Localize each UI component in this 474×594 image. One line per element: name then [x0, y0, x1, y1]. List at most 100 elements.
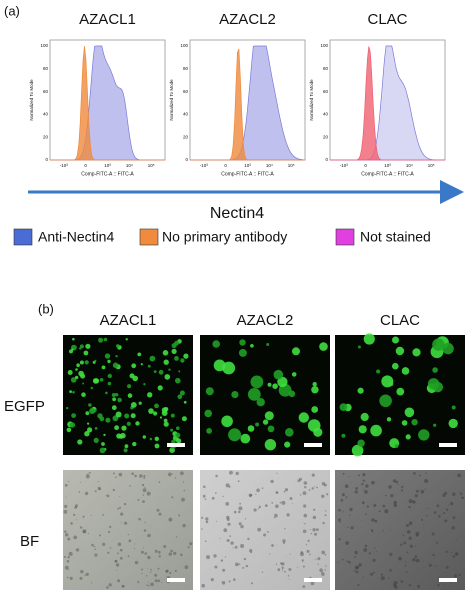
- x-tick-label: -10³: [60, 163, 69, 168]
- speck: [389, 552, 393, 556]
- speck: [187, 546, 190, 549]
- speck: [127, 555, 130, 558]
- cell: [411, 419, 418, 426]
- micrograph-egfp: [200, 335, 330, 455]
- speck: [433, 511, 437, 514]
- speck: [338, 518, 341, 522]
- cell: [267, 425, 275, 433]
- speck: [206, 555, 210, 560]
- cell: [168, 368, 171, 371]
- speck: [304, 523, 306, 525]
- speck: [171, 496, 174, 499]
- speck: [75, 519, 77, 521]
- speck: [215, 492, 217, 494]
- speck: [388, 485, 392, 489]
- speck: [147, 555, 151, 560]
- x-tick-label: 10⁴: [406, 163, 413, 168]
- speck: [66, 560, 70, 563]
- column-title: AZACL1: [79, 11, 136, 28]
- cell: [212, 340, 220, 348]
- speck: [204, 540, 207, 542]
- cell: [311, 406, 319, 413]
- speck: [461, 496, 464, 500]
- cell: [143, 383, 146, 386]
- x-tick-label: 10⁵: [148, 163, 155, 168]
- speck: [112, 488, 116, 492]
- speck: [420, 489, 422, 491]
- speck: [261, 487, 264, 490]
- column-title: CLAC: [367, 11, 407, 28]
- speck: [273, 516, 276, 519]
- column-title: AZACL1: [100, 312, 157, 329]
- cell: [432, 338, 445, 351]
- cell: [163, 421, 169, 427]
- cell: [404, 407, 415, 418]
- cell: [126, 421, 131, 426]
- speck: [349, 507, 353, 512]
- speck: [143, 477, 146, 479]
- y-tick-label: 80: [323, 66, 329, 71]
- speck: [124, 521, 128, 525]
- speck: [357, 474, 360, 477]
- speck: [375, 551, 377, 553]
- y-tick-label: 20: [183, 134, 189, 139]
- cell: [132, 375, 138, 382]
- speck: [109, 525, 112, 529]
- speck: [393, 584, 397, 587]
- speck: [93, 545, 96, 548]
- speck: [306, 549, 310, 553]
- speck: [94, 490, 97, 493]
- speck: [85, 572, 89, 576]
- speck: [119, 556, 123, 560]
- cell: [153, 370, 157, 373]
- cell: [255, 422, 260, 427]
- micrograph-bf: [200, 470, 330, 590]
- speck: [165, 569, 169, 573]
- y-tick-label: 60: [183, 89, 189, 94]
- speck: [286, 513, 290, 517]
- speck: [350, 482, 352, 484]
- speck: [412, 558, 416, 562]
- cell: [101, 365, 106, 370]
- x-tick-label: 10⁵: [428, 163, 435, 168]
- speck: [232, 547, 234, 549]
- cell: [183, 353, 189, 359]
- speck: [373, 504, 377, 507]
- speck: [317, 557, 321, 561]
- cell: [181, 416, 187, 422]
- cell: [137, 352, 142, 357]
- speck: [291, 503, 293, 505]
- speck: [424, 479, 429, 483]
- speck: [117, 507, 120, 510]
- cell: [358, 425, 367, 434]
- speck: [120, 512, 124, 516]
- speck: [163, 545, 167, 548]
- micrograph-background: [200, 335, 330, 455]
- x-axis-label: Comp-FITC-A :: FITC-A: [361, 171, 414, 177]
- cell: [396, 387, 405, 396]
- speck: [303, 522, 305, 524]
- speck: [404, 564, 407, 567]
- speck: [64, 565, 69, 570]
- panel-label: (a): [4, 3, 20, 18]
- cell: [174, 356, 179, 361]
- cell: [82, 382, 85, 385]
- speck: [303, 513, 308, 518]
- speck: [154, 573, 158, 577]
- cell: [264, 411, 274, 421]
- cell: [285, 428, 294, 437]
- speck: [326, 493, 329, 496]
- speck: [64, 556, 66, 558]
- speck: [324, 553, 327, 556]
- cell: [77, 439, 83, 445]
- speck: [204, 498, 207, 501]
- speck: [311, 473, 315, 477]
- speck: [240, 524, 244, 529]
- speck: [216, 520, 218, 522]
- speck: [248, 493, 252, 497]
- cell: [147, 392, 153, 398]
- cell: [239, 339, 246, 346]
- cell: [222, 361, 236, 375]
- cell: [381, 375, 394, 388]
- speck: [395, 480, 399, 484]
